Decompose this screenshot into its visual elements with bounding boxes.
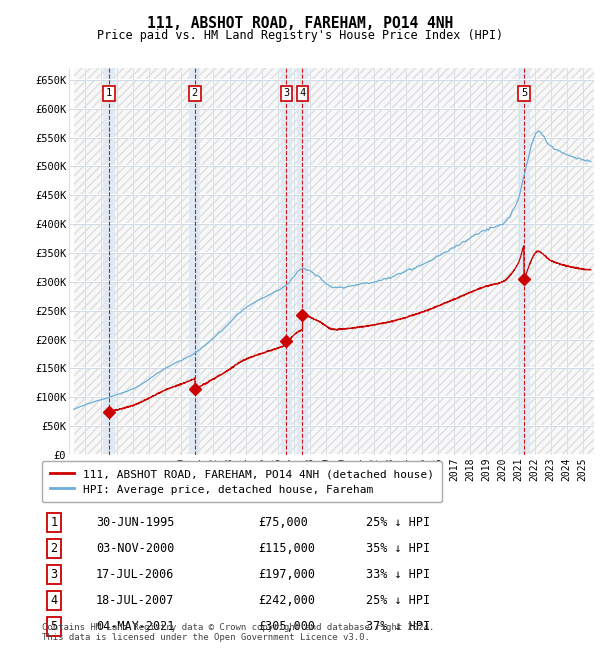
Text: 3: 3 [50,568,58,581]
Text: 18-JUL-2007: 18-JUL-2007 [96,594,175,607]
Text: 2: 2 [50,542,58,555]
Text: 1: 1 [106,88,112,98]
Text: £115,000: £115,000 [258,542,315,555]
Text: £305,000: £305,000 [258,620,315,633]
Bar [297,68,308,455]
Text: Price paid vs. HM Land Registry's House Price Index (HPI): Price paid vs. HM Land Registry's House … [97,29,503,42]
Text: 5: 5 [50,620,58,633]
Text: 30-JUN-1995: 30-JUN-1995 [96,516,175,529]
Text: 4: 4 [299,88,305,98]
Text: £75,000: £75,000 [258,516,308,529]
Text: £197,000: £197,000 [258,568,315,581]
Text: 4: 4 [50,594,58,607]
Text: 03-NOV-2000: 03-NOV-2000 [96,542,175,555]
Bar [281,68,292,455]
Text: 33% ↓ HPI: 33% ↓ HPI [366,568,430,581]
Bar [189,68,200,455]
Bar [518,68,530,455]
Text: Contains HM Land Registry data © Crown copyright and database right 2024.
This d: Contains HM Land Registry data © Crown c… [42,623,434,642]
Text: 5: 5 [521,88,527,98]
Text: 3: 3 [283,88,290,98]
Text: £242,000: £242,000 [258,594,315,607]
Text: 04-MAY-2021: 04-MAY-2021 [96,620,175,633]
Text: 35% ↓ HPI: 35% ↓ HPI [366,542,430,555]
Bar [103,68,115,455]
Text: 25% ↓ HPI: 25% ↓ HPI [366,516,430,529]
Text: 25% ↓ HPI: 25% ↓ HPI [366,594,430,607]
Text: 1: 1 [50,516,58,529]
Text: 37% ↓ HPI: 37% ↓ HPI [366,620,430,633]
Text: 111, ABSHOT ROAD, FAREHAM, PO14 4NH: 111, ABSHOT ROAD, FAREHAM, PO14 4NH [147,16,453,31]
Text: 17-JUL-2006: 17-JUL-2006 [96,568,175,581]
Legend: 111, ABSHOT ROAD, FAREHAM, PO14 4NH (detached house), HPI: Average price, detach: 111, ABSHOT ROAD, FAREHAM, PO14 4NH (det… [42,461,442,502]
Text: 2: 2 [192,88,198,98]
